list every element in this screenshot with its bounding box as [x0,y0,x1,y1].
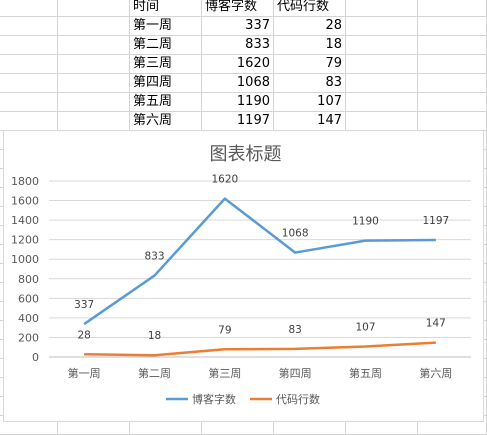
data-label: 1190 [352,216,379,228]
grid-cell[interactable] [346,93,418,112]
chart-legend[interactable]: 博客字数 代码行数 [166,392,320,406]
grid-cell[interactable] [418,112,487,131]
grid-cell[interactable] [346,55,418,74]
grid-cell[interactable] [418,36,487,55]
grid-cell[interactable] [346,36,418,55]
data-label: 833 [144,251,164,263]
grid-cell[interactable] [346,0,418,17]
x-tick-label: 第四周 [279,366,312,380]
value-cell[interactable]: 337 [202,17,274,36]
data-label: 83 [288,324,301,336]
data-label: 337 [74,299,94,311]
y-tick-label: 1400 [11,214,39,227]
value-cell[interactable]: 833 [202,36,274,55]
chart-canvas: 图表标题 0 200 400 600 800 1000 1200 1400 1600 1800 第… [11,144,471,406]
data-label: 1068 [282,228,309,240]
legend-label: 代码行数 [276,393,320,406]
value-cell[interactable]: 1620 [202,55,274,74]
grid-cell[interactable] [418,55,487,74]
grid-cell[interactable] [0,36,58,55]
y-tick-label: 800 [18,273,39,286]
grid-cell[interactable] [418,17,487,36]
value-cell[interactable]: 83 [274,74,346,93]
grid-cell[interactable] [58,112,130,131]
grid-cell[interactable] [0,0,58,17]
value-cell[interactable]: 28 [274,17,346,36]
grid-cell[interactable] [418,0,487,17]
data-label: 28 [77,329,90,341]
y-tick-label: 1200 [11,234,39,247]
week-cell[interactable]: 第五周 [130,93,202,112]
grid-cell[interactable] [0,17,58,36]
y-tick-label: 600 [18,292,39,305]
gridlines [49,180,471,358]
value-cell[interactable]: 1068 [202,74,274,93]
grid-cell[interactable] [0,93,58,112]
grid-cell[interactable] [58,0,130,17]
data-label: 79 [218,324,231,336]
value-cell[interactable]: 1190 [202,93,274,112]
grid-cell[interactable] [58,17,130,36]
grid-cell[interactable] [58,55,130,74]
grid-cell[interactable] [0,112,58,131]
x-tick-label: 第二周 [138,366,171,380]
value-cell[interactable]: 147 [274,112,346,131]
legend-label: 博客字数 [192,392,236,406]
y-tick-label: 200 [18,331,39,344]
series-line[interactable] [83,197,436,326]
y-tick-label: 1600 [11,195,39,208]
week-cell[interactable]: 第三周 [130,55,202,74]
grid-cell[interactable] [58,36,130,55]
x-tick-label: 第一周 [68,366,101,380]
x-axis: 第一周 第二周 第三周 第四周 第五周 第六周 [68,366,453,380]
y-tick-label: 1800 [11,175,39,188]
y-axis: 0 200 400 600 800 1000 1200 1400 1600 1800 [11,175,39,364]
week-cell[interactable]: 第二周 [130,36,202,55]
grid-cell[interactable] [0,74,58,93]
header-cell[interactable]: 代码行数 [274,0,346,17]
value-cell[interactable]: 1197 [202,112,274,131]
header-cell[interactable]: 博客字数 [202,0,274,17]
grid-cell[interactable] [418,74,487,93]
grid-cell[interactable] [58,93,130,112]
header-cell[interactable]: 时间 [130,0,202,17]
series-lines [83,197,436,357]
x-tick-label: 第五周 [349,366,382,380]
data-label: 1197 [422,215,449,227]
y-tick-label: 400 [18,312,39,325]
grid-cell[interactable] [346,17,418,36]
grid-cell[interactable] [346,74,418,93]
grid-cell[interactable] [418,93,487,112]
data-label: 107 [355,322,375,334]
grid-cell[interactable] [0,55,58,74]
value-cell[interactable]: 18 [274,36,346,55]
x-tick-label: 第六周 [419,366,452,380]
value-cell[interactable]: 107 [274,93,346,112]
week-cell[interactable]: 第四周 [130,74,202,93]
grid-cell[interactable] [346,112,418,131]
data-label: 1620 [211,174,238,186]
chart-title: 图表标题 [210,144,282,165]
y-tick-label: 1000 [11,253,39,266]
series-line[interactable] [84,341,436,357]
value-cell[interactable]: 79 [274,55,346,74]
data-label: 147 [426,318,446,330]
week-cell[interactable]: 第六周 [130,112,202,131]
grid-cell[interactable] [58,74,130,93]
week-cell[interactable]: 第一周 [130,17,202,36]
data-label: 18 [148,330,161,342]
data-labels: 337 833 1620 1068 1190 1197 28 18 79 83 107 147 [74,174,449,343]
line-chart[interactable]: 图表标题 0 200 400 600 800 1000 1200 1400 1600 1800 第… [3,130,484,422]
x-tick-label: 第三周 [208,366,241,380]
y-tick-label: 0 [32,351,39,364]
